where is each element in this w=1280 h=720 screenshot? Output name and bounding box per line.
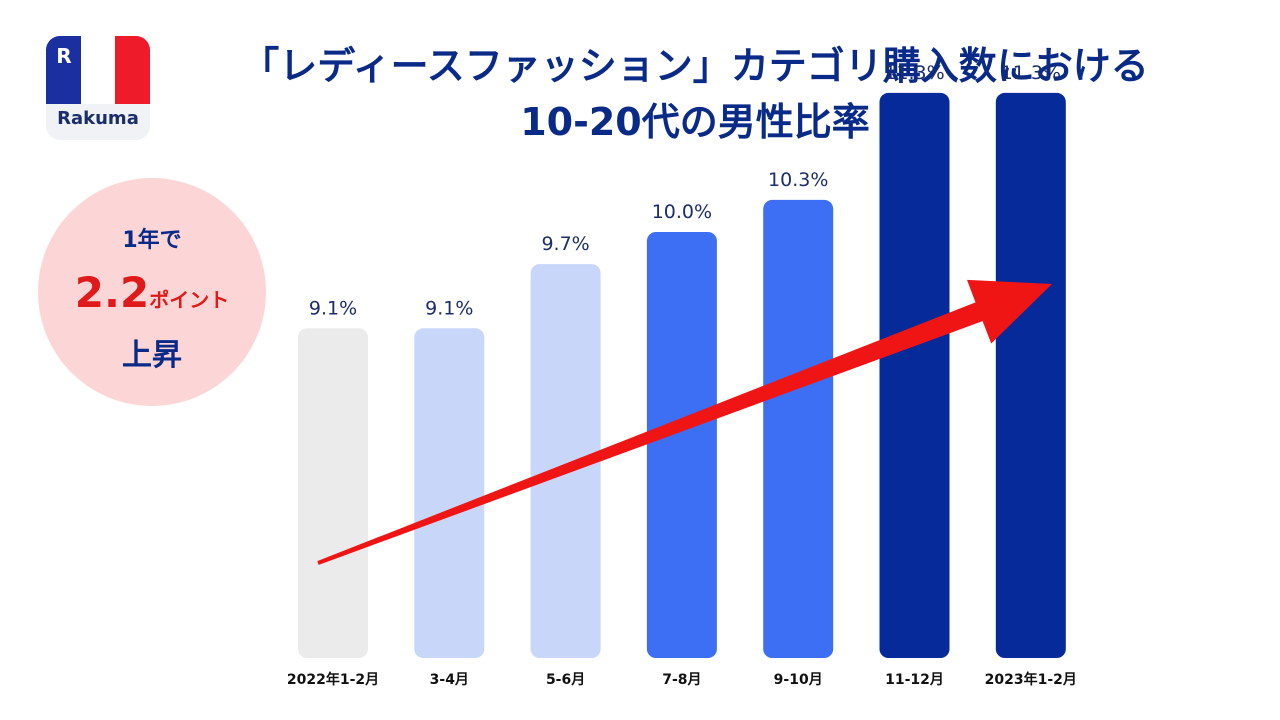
category-label-7: 2023年1-2月 [985, 671, 1077, 688]
trend-arrow [317, 279, 1052, 565]
data-label-3: 9.7% [541, 233, 589, 255]
data-label-6: 11.3% [884, 62, 944, 84]
category-label-5: 9-10月 [774, 672, 823, 688]
category-label-1: 2022年1-2月 [287, 671, 379, 688]
badge-value-row: 2.2ポイント [38, 268, 266, 317]
rakuma-logo: R Rakuma [46, 36, 150, 140]
chart-title-line2: 10-20代の男性比率 [520, 100, 870, 144]
data-label-2: 9.1% [425, 297, 473, 319]
logo-brand-name: Rakuma [57, 108, 139, 129]
badge-rise: 上昇 [122, 338, 182, 373]
category-label-3: 5-6月 [546, 672, 585, 688]
data-label-7: 11.3% [1001, 62, 1061, 84]
bar-7 [995, 92, 1066, 658]
bar-4 [646, 232, 717, 658]
chart-title: 「レディースファッション」カテゴリ購入数における 10-20代の男性比率 [170, 38, 1220, 150]
bar-6 [879, 92, 950, 658]
bar-2 [414, 328, 485, 658]
chart-title-line1: 「レディースファッション」カテゴリ購入数における [241, 44, 1149, 88]
flag-graphic [46, 36, 150, 104]
data-label-4: 10.0% [652, 201, 712, 223]
badge-period: 1年で [122, 228, 182, 253]
bar-5 [763, 199, 834, 658]
data-label-1: 9.1% [309, 297, 357, 319]
category-label-2: 3-4月 [430, 672, 469, 688]
badge-value: 2.2 [74, 268, 150, 317]
logo-r-mark: R [56, 44, 72, 68]
bar-3 [530, 264, 601, 658]
data-label-5: 10.3% [768, 169, 828, 191]
increase-badge: 1年で 2.2ポイント 上昇 [38, 178, 266, 406]
category-label-6: 11-12月 [885, 672, 944, 688]
badge-unit: ポイント [149, 288, 230, 312]
bar-1 [298, 328, 368, 658]
category-label-4: 7-8月 [662, 672, 701, 688]
